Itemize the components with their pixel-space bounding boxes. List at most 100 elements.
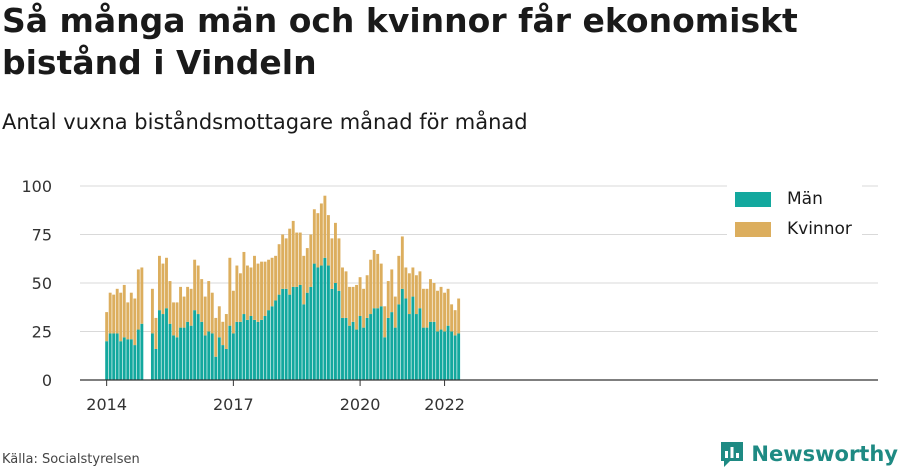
y-tick-label: 50 <box>32 274 52 293</box>
bar-men <box>253 319 256 380</box>
bar-men <box>165 308 168 380</box>
bar-men <box>295 286 299 380</box>
bar-men <box>224 348 228 380</box>
bar-men <box>298 284 302 380</box>
bar-men <box>390 312 394 380</box>
bar-men <box>372 308 376 380</box>
bar-men <box>305 292 309 380</box>
bar-women <box>411 267 415 297</box>
brand-logo[interactable]: Newsworthy <box>719 440 898 468</box>
bar-women <box>256 263 260 322</box>
x-tick-label: 2020 <box>340 395 381 414</box>
bar-women <box>133 298 137 346</box>
x-tick-label: 2017 <box>213 395 254 414</box>
x-tick-label: 2022 <box>424 395 465 414</box>
bar-women <box>443 292 447 332</box>
bar-men <box>214 356 218 380</box>
bar-men <box>256 321 260 380</box>
bar-men <box>411 296 415 380</box>
bar-women <box>168 281 172 324</box>
bar-women <box>242 251 246 315</box>
bar-women <box>158 255 161 311</box>
bar-men <box>425 327 429 380</box>
bar-women <box>355 284 359 330</box>
brand-name: Newsworthy <box>751 442 898 466</box>
bar-women <box>312 209 316 264</box>
stacked-bar-chart: 0 25 50 75 100 2014 2017 2020 2022 <box>21 177 878 414</box>
bar-men <box>439 329 443 380</box>
bar-men <box>115 333 119 380</box>
bar-women <box>207 281 211 332</box>
bar-women <box>186 286 190 322</box>
bar-women <box>231 290 235 334</box>
bar-women <box>214 317 218 357</box>
bar-women <box>457 298 461 334</box>
bar-women <box>182 296 186 328</box>
bar-men <box>168 323 172 380</box>
bar-women <box>316 213 320 268</box>
legend-label-women: Kvinnor <box>787 219 852 239</box>
bar-men <box>136 329 140 380</box>
bar-women <box>263 261 267 316</box>
bar-men <box>161 314 165 380</box>
bar-men <box>443 331 447 380</box>
bar-men <box>284 288 288 380</box>
bar-women <box>246 265 249 320</box>
bar-men <box>446 325 450 380</box>
bar-men <box>196 314 200 380</box>
bar-men <box>105 341 109 380</box>
bar-men <box>140 323 144 380</box>
bar-men <box>309 286 313 380</box>
bar-women <box>393 296 397 328</box>
bar-men <box>436 331 439 380</box>
bar-men <box>450 331 454 380</box>
bar-men <box>362 327 366 380</box>
bar-men <box>369 314 373 380</box>
bar-women <box>288 228 292 295</box>
bar-women <box>295 232 299 287</box>
bar-women <box>200 279 204 322</box>
bar-men <box>316 267 320 380</box>
legend-item-women: Kvinnor <box>735 214 852 244</box>
bar-women <box>108 292 112 334</box>
bar-men <box>150 333 154 380</box>
bar-women <box>309 234 313 287</box>
bar-men <box>414 314 418 380</box>
bar-women <box>407 273 411 315</box>
bar-women <box>365 275 369 318</box>
bar-women <box>302 255 306 305</box>
bar-women <box>260 261 263 320</box>
bars <box>105 195 461 380</box>
bar-men <box>334 283 337 380</box>
bar-men <box>326 265 330 380</box>
bar-men <box>186 321 190 380</box>
bar-women <box>210 292 214 334</box>
bar-men <box>397 304 401 380</box>
bar-men <box>383 337 387 380</box>
bar-women <box>274 255 278 301</box>
legend-swatch-men <box>735 191 771 207</box>
bar-men <box>348 325 351 380</box>
bar-men <box>355 329 359 380</box>
bar-men <box>330 288 334 380</box>
bar-women <box>126 302 130 340</box>
bar-women <box>115 288 119 334</box>
bar-women <box>122 284 126 338</box>
bar-men <box>288 294 292 380</box>
bar-men <box>344 317 348 380</box>
bar-men <box>203 335 207 380</box>
bar-women <box>323 195 327 258</box>
bar-women <box>404 267 408 299</box>
bar-women <box>291 220 295 287</box>
bar-women <box>221 321 225 346</box>
bar-men <box>274 300 278 380</box>
bar-men <box>175 337 179 380</box>
bar-women <box>270 257 274 307</box>
bar-women <box>379 263 383 307</box>
bar-women <box>154 317 158 349</box>
chart-subtitle: Antal vuxna biståndsmottagare månad för … <box>2 110 528 134</box>
bar-men <box>129 339 133 380</box>
bar-women <box>344 271 348 318</box>
bar-men <box>400 288 404 380</box>
bar-men <box>457 333 461 380</box>
